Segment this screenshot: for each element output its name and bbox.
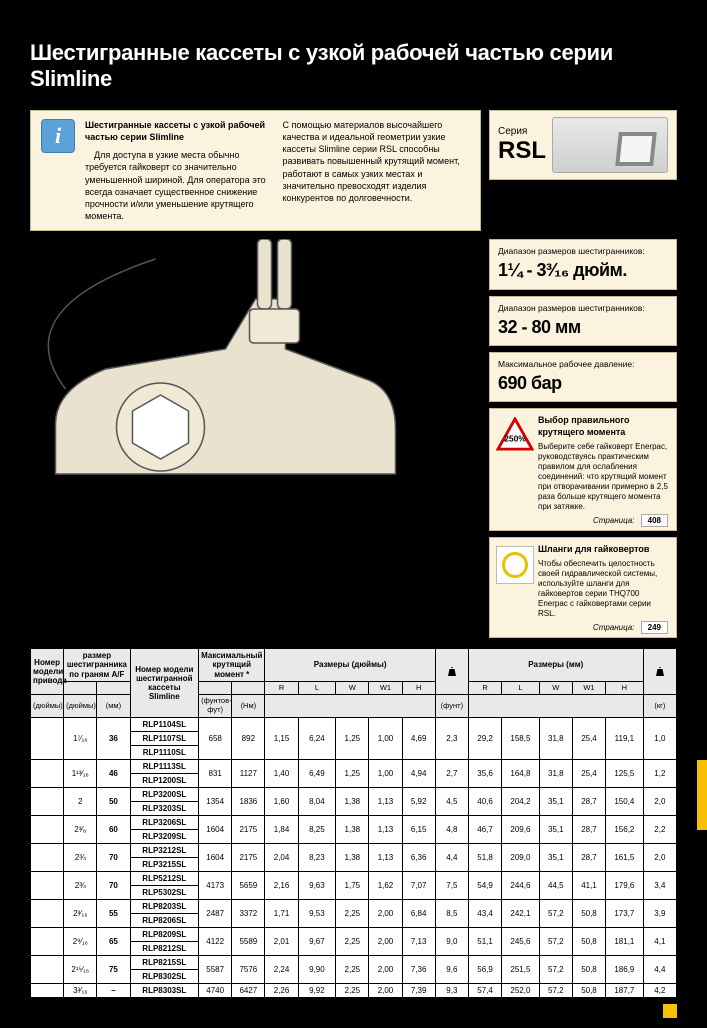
table-row: 1⁷⁄₁₆36RLP1104SL6588921,156,241,251,004,…	[31, 717, 677, 731]
hose-tip-pageref: Страница: 249	[538, 623, 668, 633]
hose-tip-title: Шланги для гайковертов	[538, 544, 668, 556]
spec-label-0: Диапазон размеров шестигранников:	[498, 246, 645, 256]
series-value: RSL	[498, 137, 546, 165]
table-row: 2³⁄₈60RLP3206SL160421751,848,251,381,136…	[31, 815, 677, 829]
th-drive: Номер модели привода	[31, 649, 64, 695]
th-weight-kg	[643, 649, 676, 695]
table-row: 3³⁄₁₆–RLP8303SL474064272,269,922,252,007…	[31, 983, 677, 997]
table-row: 1¹³⁄₁₆46RLP1113SL83111271,406,491,251,00…	[31, 759, 677, 773]
svg-text:250%: 250%	[504, 434, 526, 444]
hose-tip-panel: Шланги для гайковертов Чтобы обеспечить …	[489, 537, 677, 638]
intro-text-1: Для доступа в узкие места обычно требует…	[85, 149, 273, 222]
spec-label-1: Диапазон размеров шестигранников:	[498, 303, 645, 313]
intro-col-1: Шестигранные кассеты с узкой рабочей час…	[85, 119, 273, 222]
info-icon: i	[41, 119, 75, 153]
th-dims-in: Размеры (дюймы)	[265, 649, 435, 682]
th-hexsize: размер шестигранника по граням A/F	[64, 649, 130, 682]
hose-tip-body: Чтобы обеспечить целостность своей гидра…	[538, 559, 668, 619]
th-weight-lb	[435, 649, 468, 695]
spec-panel-1: Диапазон размеров шестигранников: 32 - 8…	[489, 296, 677, 346]
torque-tip-body: Выберите себе гайковерт Enerpac, руковод…	[538, 442, 668, 512]
tool-drawing	[30, 239, 481, 489]
weight-icon	[654, 665, 666, 677]
table-row: 2⁹⁄₁₆65RLP8209SL412255892,019,672,252,00…	[31, 927, 677, 941]
warning-triangle-icon: 250%	[496, 417, 534, 451]
mid-row: Диапазон размеров шестигранников: 1¼ - 3…	[30, 239, 677, 638]
weight-icon	[446, 665, 458, 677]
side-stack: Диапазон размеров шестигранников: 1¼ - 3…	[489, 239, 677, 638]
spec-panel-2: Максимальное рабочее давление: 690 бар	[489, 352, 677, 402]
spec-value-1: 32 - 80 мм	[498, 316, 668, 339]
th-model: Номер модели шестигранной кассеты Slimli…	[130, 649, 199, 717]
hose-icon	[496, 546, 534, 584]
table-row: 250RLP3200SL135418361,608,041,381,135,92…	[31, 787, 677, 801]
top-row: i Шестигранные кассеты с узкой рабочей ч…	[30, 110, 677, 231]
series-label: Серия	[498, 126, 546, 137]
cassette-image	[552, 117, 668, 173]
spec-value-0: 1¼ - 3³⁄₁₆ дюйм.	[498, 259, 668, 282]
th-dims-mm: Размеры (мм)	[468, 649, 643, 682]
table-row: 2¾70RLP5212SL417356592,169,631,751,627,0…	[31, 871, 677, 885]
spec-value-2: 690 бар	[498, 372, 668, 395]
th-torque: Максимальный крутящий момент *	[199, 649, 265, 682]
spec-label-2: Максимальное рабочее давление:	[498, 359, 635, 369]
page-marker	[663, 1004, 677, 1018]
section-tab	[697, 760, 707, 830]
torque-tip-pageref: Страница: 408	[538, 516, 668, 526]
table-row: 2¾70RLP3212SL160421752,048,231,381,136,3…	[31, 843, 677, 857]
table-row: 2¹⁵⁄₁₆75RLP8215SL558775762,249,902,252,0…	[31, 955, 677, 969]
torque-tip-panel: 250% Выбор правильного крутящего момента…	[489, 408, 677, 531]
spec-table: Номер модели привода размер шестигранник…	[30, 648, 677, 997]
catalog-page: Шестигранные кассеты с узкой рабочей час…	[0, 0, 707, 1028]
spec-panel-0: Диапазон размеров шестигранников: 1¼ - 3…	[489, 239, 677, 289]
table-body: 1⁷⁄₁₆36RLP1104SL6588921,156,241,251,004,…	[31, 717, 677, 997]
intro-col-2: С помощью материалов высочайшего качеств…	[283, 119, 471, 222]
intro-heading: Шестигранные кассеты с узкой рабочей час…	[85, 119, 273, 143]
series-panel: Серия RSL	[489, 110, 677, 180]
table-row: 2³⁄₁₆55RLP8203SL248733721,719,532,252,00…	[31, 899, 677, 913]
page-title: Шестигранные кассеты с узкой рабочей час…	[30, 40, 677, 92]
torque-tip-title: Выбор правильного крутящего момента	[538, 415, 668, 438]
intro-panel: i Шестигранные кассеты с узкой рабочей ч…	[30, 110, 481, 231]
side-column: Серия RSL	[489, 110, 677, 231]
